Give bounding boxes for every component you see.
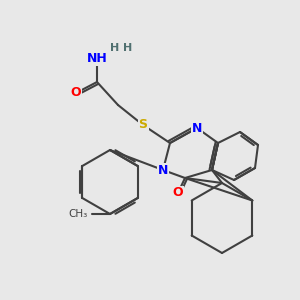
Text: H: H [110,43,120,53]
Text: H: H [123,43,133,53]
Text: O: O [173,187,183,200]
Text: O: O [71,86,81,100]
Text: S: S [139,118,148,131]
Text: CH₃: CH₃ [69,209,88,219]
Text: N: N [192,122,202,134]
Text: N: N [158,164,168,176]
Text: NH: NH [87,52,107,64]
